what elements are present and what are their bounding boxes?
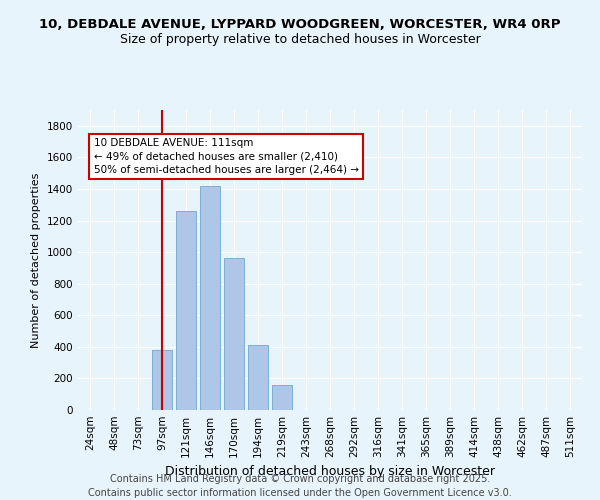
Text: Size of property relative to detached houses in Worcester: Size of property relative to detached ho… [119,32,481,46]
X-axis label: Distribution of detached houses by size in Worcester: Distribution of detached houses by size … [165,466,495,478]
Bar [200,186,220,410]
Bar [272,384,292,410]
Bar [224,258,244,410]
Text: 10 DEBDALE AVENUE: 111sqm
← 49% of detached houses are smaller (2,410)
50% of se: 10 DEBDALE AVENUE: 111sqm ← 49% of detac… [94,138,359,175]
Text: Contains HM Land Registry data © Crown copyright and database right 2025.
Contai: Contains HM Land Registry data © Crown c… [88,474,512,498]
Text: 10, DEBDALE AVENUE, LYPPARD WOODGREEN, WORCESTER, WR4 0RP: 10, DEBDALE AVENUE, LYPPARD WOODGREEN, W… [39,18,561,30]
Bar [248,346,268,410]
Bar [176,211,196,410]
Y-axis label: Number of detached properties: Number of detached properties [31,172,41,348]
Bar [152,350,172,410]
